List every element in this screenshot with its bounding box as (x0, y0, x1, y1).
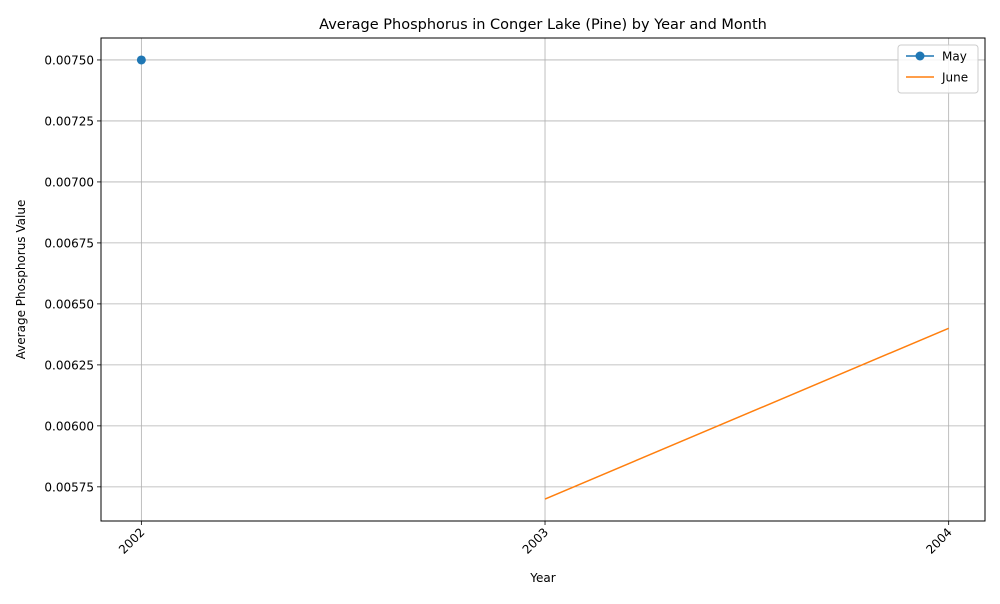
x-tick-label: 2004 (923, 525, 954, 556)
chart-title: Average Phosphorus in Conger Lake (Pine)… (319, 17, 767, 33)
legend-label-june: June (941, 71, 968, 85)
legend-label-may: May (942, 50, 967, 64)
y-axis-label: Average Phosphorus Value (14, 200, 28, 360)
y-tick-label: 0.00725 (44, 114, 94, 128)
x-axis-label: Year (529, 571, 555, 585)
x-tick-label: 2002 (116, 525, 147, 556)
y-tick-label: 0.00575 (44, 480, 94, 494)
y-tick-label: 0.00600 (44, 419, 94, 433)
y-axis-ticks: 0.00575 0.00600 0.00625 0.00650 0.00675 0.007… (44, 53, 101, 494)
series-layer (136, 55, 949, 500)
grid (101, 38, 985, 521)
data-point-may (136, 55, 146, 65)
series-line-june (544, 327, 949, 500)
y-tick-label: 0.00700 (44, 175, 94, 189)
y-tick-label: 0.00625 (44, 358, 94, 372)
y-tick-label: 0.00650 (44, 297, 94, 311)
legend: May June (897, 44, 979, 94)
x-tick-label: 2003 (520, 525, 551, 556)
legend-marker-may (915, 51, 925, 61)
y-tick-label: 0.00750 (44, 53, 94, 67)
x-axis-ticks: 2002 2003 2004 (116, 521, 955, 557)
y-tick-label: 0.00675 (44, 236, 94, 250)
plot-frame (100, 37, 986, 522)
